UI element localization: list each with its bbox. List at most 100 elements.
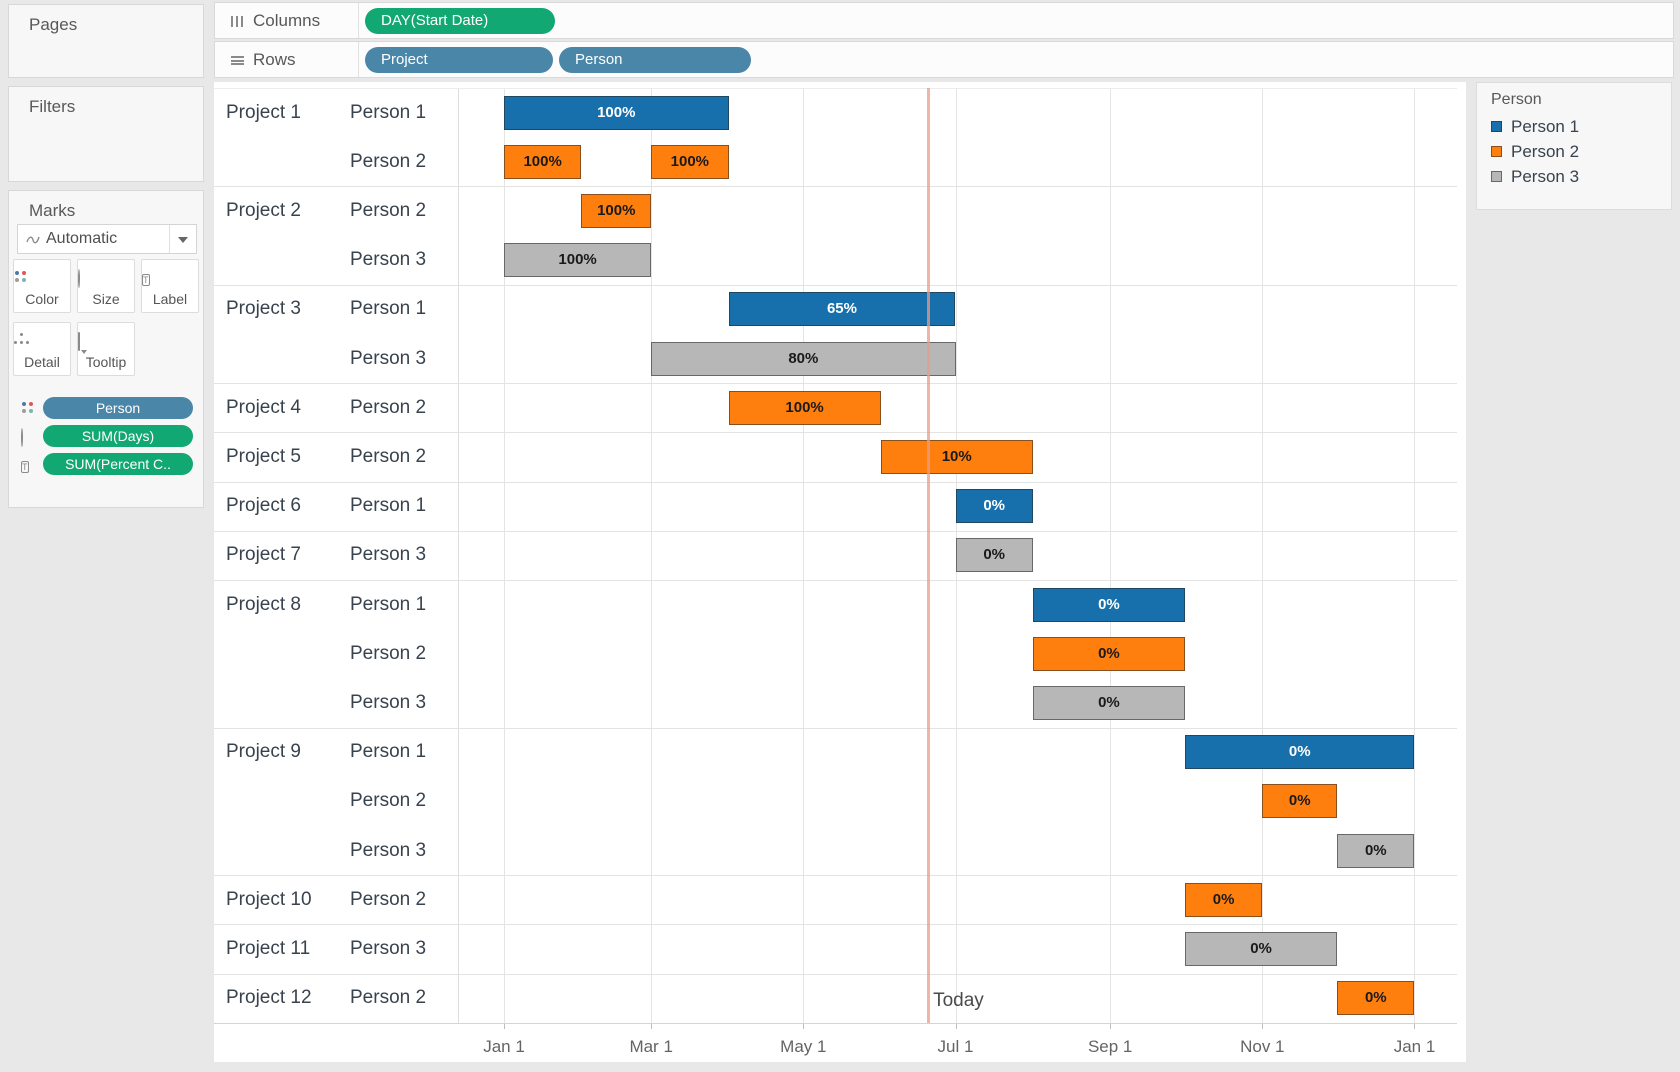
rows-shelf[interactable]: Rows Project Person xyxy=(214,41,1674,78)
gantt-bar[interactable]: 0% xyxy=(1337,981,1415,1016)
mark-type-value: Automatic xyxy=(46,230,118,247)
color-button[interactable]: Color xyxy=(13,259,71,313)
label-icon: T xyxy=(21,461,29,473)
project-group-divider xyxy=(214,727,1457,729)
person-row-label[interactable]: Person 2 xyxy=(350,790,427,812)
person-row-label[interactable]: Person 2 xyxy=(350,888,427,910)
person-row-label[interactable]: Person 1 xyxy=(350,495,427,517)
project-label[interactable]: Project 2 xyxy=(226,200,301,221)
person-row-label[interactable]: Person 3 xyxy=(350,347,427,369)
person-row-label[interactable]: Person 3 xyxy=(350,249,427,271)
size-icon xyxy=(21,428,35,447)
gantt-bar[interactable]: 0% xyxy=(955,489,1033,524)
marks-pill[interactable]: Person xyxy=(43,397,193,419)
project-label[interactable]: Project 5 xyxy=(226,446,301,467)
person-row-label[interactable]: Person 3 xyxy=(350,544,427,566)
gantt-bar[interactable]: 0% xyxy=(1184,735,1415,770)
chevron-down-icon xyxy=(178,237,188,243)
person-row-label[interactable]: Person 3 xyxy=(350,938,427,959)
legend-swatch xyxy=(1491,146,1502,157)
gantt-bar[interactable]: 100% xyxy=(504,243,652,278)
person-row-label[interactable]: Person 3 xyxy=(350,692,427,713)
x-tick xyxy=(1110,1022,1112,1029)
filters-label: Filters xyxy=(29,97,76,116)
gantt-bar[interactable]: 80% xyxy=(651,341,956,376)
person-row-label[interactable]: Person 2 xyxy=(350,987,427,1009)
gantt-bar[interactable]: 0% xyxy=(1337,833,1415,868)
project-label[interactable]: Project 6 xyxy=(226,495,301,517)
x-tick xyxy=(955,1022,957,1029)
gantt-bar[interactable]: 10% xyxy=(880,439,1033,474)
gantt-bar[interactable]: 100% xyxy=(504,144,582,179)
person-row-label[interactable]: Person 2 xyxy=(350,396,427,418)
columns-shelf[interactable]: Columns DAY(Start Date) xyxy=(214,2,1674,39)
pages-shelf[interactable]: Pages xyxy=(8,4,204,78)
gantt-bar[interactable]: 65% xyxy=(728,292,956,327)
gantt-bar[interactable]: 0% xyxy=(1032,685,1185,720)
gantt-bar[interactable]: 0% xyxy=(1184,931,1338,966)
legend-item[interactable]: Person 3 xyxy=(1491,167,1651,187)
filters-shelf[interactable]: Filters xyxy=(8,86,204,182)
gantt-bar[interactable]: 100% xyxy=(581,193,652,228)
today-label: Today xyxy=(933,989,984,1011)
person-row-label[interactable]: Person 2 xyxy=(350,446,427,467)
project-label[interactable]: Project 12 xyxy=(226,987,312,1009)
gantt-bar[interactable]: 0% xyxy=(1032,636,1185,671)
legend-swatch xyxy=(1491,121,1502,132)
person-row-label[interactable]: Person 1 xyxy=(350,593,427,615)
marks-card: Marks Automatic Color Size T Label Detail Too… xyxy=(8,190,204,508)
marks-pill[interactable]: SUM(Days) xyxy=(43,425,193,447)
gantt-bar[interactable]: 100% xyxy=(504,95,729,130)
legend-item[interactable]: Person 2 xyxy=(1491,142,1651,162)
project-group-divider xyxy=(214,530,1457,532)
gantt-bar[interactable]: 0% xyxy=(1032,587,1185,622)
project-label[interactable]: Project 1 xyxy=(226,101,301,123)
person-row-label[interactable]: Person 1 xyxy=(350,298,427,320)
project-label[interactable]: Project 9 xyxy=(226,741,301,763)
project-label[interactable]: Project 7 xyxy=(226,544,301,566)
x-tick xyxy=(504,1022,505,1029)
legend-title: Person xyxy=(1491,91,1542,108)
color-icon xyxy=(21,401,35,415)
x-tick-label: Mar 1 xyxy=(629,1036,673,1056)
project-label[interactable]: Project 10 xyxy=(226,888,312,910)
gantt-bar[interactable]: 0% xyxy=(955,538,1033,573)
project-group-divider xyxy=(214,432,1457,434)
gantt-bar[interactable]: 0% xyxy=(1262,784,1338,819)
rows-shelf-label: Rows xyxy=(253,50,296,69)
mark-type-dropdown[interactable]: Automatic xyxy=(17,224,197,254)
person-row-label[interactable]: Person 3 xyxy=(350,839,427,861)
project-label[interactable]: Project 4 xyxy=(226,396,301,418)
axis-line xyxy=(214,1022,1457,1024)
gantt-bar[interactable]: 100% xyxy=(728,390,881,425)
project-label[interactable]: Project 11 xyxy=(226,938,311,959)
detail-button[interactable]: Detail xyxy=(13,322,71,376)
size-button[interactable]: Size xyxy=(77,259,135,313)
tooltip-button[interactable]: Tooltip xyxy=(77,322,135,376)
legend-item[interactable]: Person 1 xyxy=(1491,117,1651,137)
marks-pill[interactable]: SUM(Percent C.. xyxy=(43,453,193,475)
project-group-divider xyxy=(214,284,1457,286)
project-label[interactable]: Project 3 xyxy=(226,298,301,320)
shelf-pill[interactable]: Project xyxy=(365,47,553,73)
x-gridline xyxy=(1414,88,1416,1023)
rows-icon xyxy=(231,56,244,65)
shelf-pill[interactable]: DAY(Start Date) xyxy=(365,8,555,34)
person-row-label[interactable]: Person 1 xyxy=(350,741,427,763)
x-tick-label: May 1 xyxy=(780,1036,827,1056)
shelf-pill[interactable]: Person xyxy=(559,47,751,73)
project-group-divider xyxy=(214,481,1457,483)
project-group-divider xyxy=(214,875,1457,877)
person-row-label[interactable]: Person 2 xyxy=(350,150,427,172)
project-label[interactable]: Project 8 xyxy=(226,593,301,615)
person-row-label[interactable]: Person 1 xyxy=(350,101,427,123)
x-tick-label: Nov 1 xyxy=(1240,1036,1285,1056)
gantt-bar[interactable]: 100% xyxy=(651,144,729,179)
x-tick-label: Jan 1 xyxy=(483,1036,525,1056)
x-tick-label: Sep 1 xyxy=(1087,1036,1133,1056)
gantt-chart: Jan 1 Mar 1 May 1 Jul 1 Sep 1 Nov 1 Jan 1 Proje… xyxy=(214,82,1466,1062)
gantt-bar[interactable]: 0% xyxy=(1184,882,1263,917)
person-row-label[interactable]: Person 2 xyxy=(350,642,427,664)
label-button[interactable]: T Label xyxy=(141,259,199,313)
person-row-label[interactable]: Person 2 xyxy=(350,200,427,221)
